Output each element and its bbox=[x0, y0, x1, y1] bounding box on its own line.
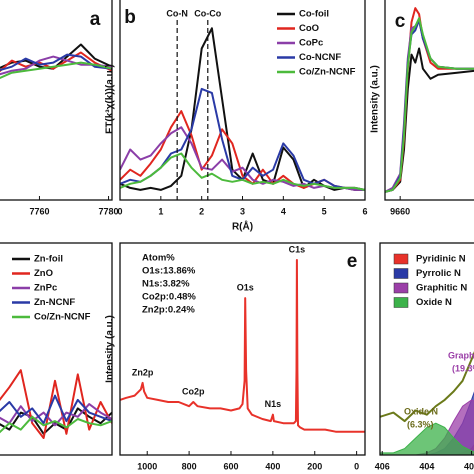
line bbox=[0, 61, 112, 80]
line bbox=[385, 17, 474, 193]
note: Co2p:0.48% bbox=[142, 292, 196, 303]
x-tick-label: 1000 bbox=[137, 461, 157, 471]
line bbox=[385, 7, 474, 193]
peak-label: N1s bbox=[265, 399, 282, 409]
x-tick-label: 5 bbox=[322, 206, 327, 216]
plot-area bbox=[120, 27, 365, 191]
legend-label: CoO bbox=[299, 23, 319, 34]
axes-frame bbox=[119, 242, 366, 456]
plot-area bbox=[120, 259, 365, 433]
x-tick-label: 800 bbox=[182, 461, 197, 471]
legend-label: Co/Zn-NCNF bbox=[34, 312, 91, 323]
x-tick-label: 0 bbox=[117, 206, 122, 216]
plot-area bbox=[0, 369, 112, 439]
y-axis-label: FT(k³χ(k))(a.u.) bbox=[105, 64, 116, 134]
note: Atom% bbox=[142, 253, 175, 264]
x-tick-label: 404 bbox=[419, 461, 434, 471]
line bbox=[385, 19, 474, 193]
note: Zn2p:0.24% bbox=[142, 305, 195, 316]
panel-letter: c bbox=[395, 11, 406, 32]
panel-letter: a bbox=[90, 9, 101, 30]
line bbox=[385, 47, 474, 193]
x-tick-label: 402 bbox=[464, 461, 474, 471]
y-axis-label: Intensity (a.u.) bbox=[105, 315, 116, 383]
axes-frame bbox=[379, 242, 474, 456]
legend-swatch bbox=[393, 297, 409, 308]
x-tick-label: 2 bbox=[199, 206, 204, 216]
x-tick-label: 7780 bbox=[99, 206, 119, 216]
x-axis-label: R(Å) bbox=[232, 220, 253, 233]
axes-frame bbox=[0, 0, 113, 201]
legend-label: Co-foil bbox=[299, 9, 329, 20]
legend-label: ZnPc bbox=[34, 283, 57, 294]
legend-label: Co/Zn-NCNF bbox=[299, 67, 356, 78]
axes-frame bbox=[0, 242, 113, 456]
x-tick-label: 0 bbox=[354, 461, 359, 471]
x-tick-label: 406 bbox=[375, 461, 390, 471]
annotation: Oxide N bbox=[404, 406, 438, 416]
plot-area bbox=[0, 43, 112, 80]
peak-label: C1s bbox=[289, 244, 306, 254]
annotation: Co-N bbox=[166, 8, 188, 18]
note: N1s:3.82% bbox=[142, 279, 190, 290]
legend-label: Co-NCNF bbox=[299, 52, 341, 63]
line bbox=[0, 415, 112, 434]
plot-area bbox=[380, 351, 474, 455]
annotation: (6.3%) bbox=[407, 419, 434, 429]
line bbox=[120, 259, 365, 433]
line bbox=[0, 51, 112, 73]
legend-label: Graphitic N bbox=[416, 283, 467, 294]
legend-label: Pyridinic N bbox=[416, 254, 466, 265]
peak-label: Co2p bbox=[182, 386, 205, 396]
legend-label: CoPc bbox=[299, 38, 323, 49]
legend-label: Zn-NCNF bbox=[34, 297, 75, 308]
peak-label: O1s bbox=[237, 282, 254, 292]
x-tick-label: 200 bbox=[307, 461, 322, 471]
x-tick-label: 1 bbox=[158, 206, 163, 216]
legend-swatch bbox=[393, 268, 409, 279]
line bbox=[0, 394, 112, 425]
area bbox=[380, 422, 474, 455]
line bbox=[0, 369, 112, 439]
legend-label: Oxide N bbox=[416, 297, 452, 308]
legend-label: Zn-foil bbox=[34, 254, 63, 265]
axes-frame bbox=[384, 0, 474, 201]
annotation: Graphi bbox=[448, 350, 474, 360]
legend-label: ZnO bbox=[34, 268, 53, 279]
x-tick-label: 9660 bbox=[390, 206, 410, 216]
x-tick-label: 400 bbox=[265, 461, 280, 471]
y-axis-label: Intensity (a.u.) bbox=[370, 65, 381, 133]
legend-swatch bbox=[393, 253, 409, 265]
panel-letter: e bbox=[347, 251, 358, 272]
x-tick-label: 4 bbox=[281, 206, 286, 216]
line bbox=[380, 351, 474, 423]
legend-label: Pyrrolic N bbox=[416, 268, 461, 279]
x-tick-label: 7760 bbox=[29, 206, 49, 216]
legend-swatch bbox=[393, 282, 409, 294]
panel-letter: b bbox=[124, 7, 136, 28]
peak-label: Zn2p bbox=[132, 367, 154, 377]
x-tick-label: 6 bbox=[362, 206, 367, 216]
line bbox=[120, 152, 365, 191]
x-tick-label: 3 bbox=[240, 206, 245, 216]
line bbox=[385, 19, 474, 193]
plot-area bbox=[385, 7, 474, 193]
annotation: (19.3% bbox=[452, 363, 474, 373]
x-tick-label: 600 bbox=[223, 461, 238, 471]
note: O1s:13.86% bbox=[142, 266, 196, 277]
annotation: Co-Co bbox=[194, 8, 221, 18]
